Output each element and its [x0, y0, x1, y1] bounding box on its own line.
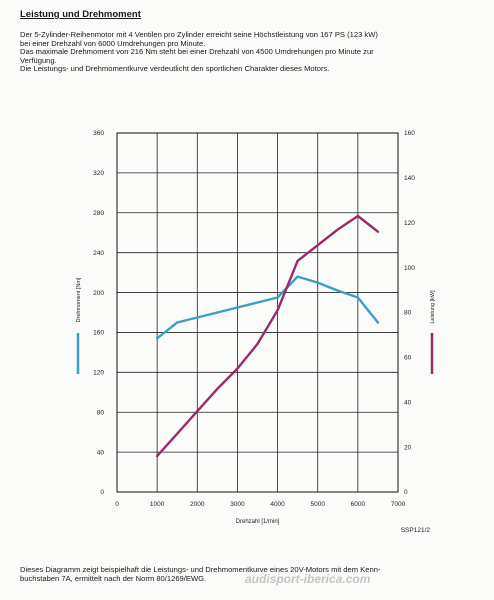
x-axis-label: Drehzahl [1/min] [236, 519, 280, 525]
intro-line-2: bei einer Drehzahl von 6000 Umdrehungen … [20, 38, 206, 48]
page-title: Leistung und Drehmoment [20, 9, 141, 20]
intro-line-1: Der 5-Zylinder-Reihenmotor mit 4 Ventile… [20, 30, 378, 39]
intro-line-3: Das maximale Drehmoment von 216 Nm steht… [20, 47, 374, 57]
y-right-tick-label: 0 [404, 489, 408, 496]
y-left-tick-label: 280 [93, 210, 104, 217]
y-right-tick-label: 60 [404, 355, 412, 362]
y-left-tick-label: 40 [97, 449, 105, 456]
x-tick-label: 5000 [310, 501, 325, 508]
y-left-tick-label: 160 [93, 330, 104, 337]
plot-frame [116, 132, 399, 493]
intro-line-5: Die Leistungs- und Drehmomentkurve verde… [20, 64, 330, 74]
y-right-tick-label: 40 [404, 399, 412, 406]
y-left-tick-label: 360 [93, 130, 104, 137]
y-left-tick-label: 200 [93, 290, 104, 297]
y-right-tick-label: 120 [404, 220, 415, 227]
y-right-tick-label: 20 [404, 444, 412, 451]
y-right-axis-label: Leistung [kW] [430, 290, 436, 324]
intro-line-4: Verfügung. [20, 55, 57, 65]
intro-text: Der 5-Zylinder-Reihenmotor mit 4 Ventile… [20, 30, 475, 74]
power-curve [155, 214, 380, 458]
y-left-tick-label: 320 [93, 170, 104, 177]
x-tick-label: 0 [115, 501, 119, 508]
x-tick-label: 7000 [391, 501, 406, 508]
y-right-tick-label: 160 [404, 130, 415, 137]
y-right-tick-label: 80 [404, 310, 412, 317]
y-left-tick-label: 0 [100, 489, 104, 496]
x-tick-label: 4000 [270, 501, 285, 508]
footer-line-2: buchstaben 7A, ermittelt nach der Norm 8… [20, 574, 207, 584]
x-tick-label: 1000 [150, 501, 165, 508]
x-tick-label: 3000 [230, 501, 245, 508]
figure-id: SSP121/2 [401, 527, 431, 534]
y-left-tick-label: 240 [93, 250, 104, 257]
y-left-tick-label: 80 [97, 409, 105, 416]
footer-line-1: Dieses Diagramm zeigt beispielhaft die L… [20, 565, 381, 574]
y-right-tick-label: 140 [404, 175, 415, 182]
y-left-axis-label: Drehmoment [Nm] [76, 277, 82, 322]
torque-curve [155, 275, 380, 340]
y-right-tick-label: 100 [404, 265, 415, 272]
x-tick-label: 6000 [351, 501, 366, 508]
y-left-tick-label: 120 [93, 370, 104, 377]
x-tick-label: 2000 [190, 501, 205, 508]
footer-text: Dieses Diagramm zeigt beispielhaft die L… [20, 565, 475, 583]
watermark: audisport-iberica.com [245, 572, 371, 586]
